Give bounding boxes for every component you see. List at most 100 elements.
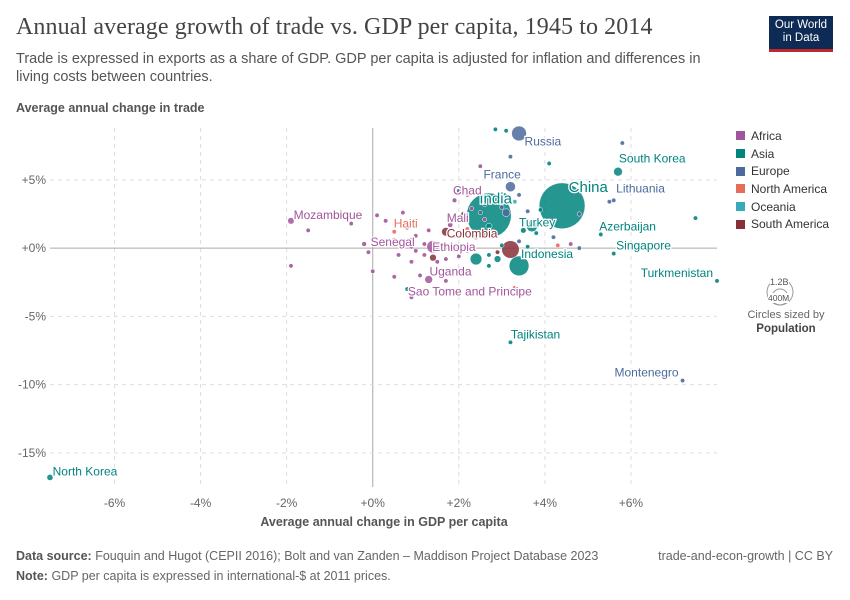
point-china[interactable] xyxy=(538,182,586,230)
data-point[interactable] xyxy=(551,234,556,240)
point-haiti[interactable] xyxy=(391,229,397,235)
legend-item-africa[interactable]: Africa xyxy=(736,127,829,145)
data-point[interactable] xyxy=(482,217,488,222)
data-point[interactable] xyxy=(404,286,410,292)
data-point[interactable] xyxy=(421,241,427,247)
point-india[interactable] xyxy=(466,192,512,238)
data-point[interactable] xyxy=(374,212,380,218)
data-point[interactable] xyxy=(443,256,449,262)
data-point[interactable] xyxy=(365,249,371,255)
data-point[interactable] xyxy=(409,259,414,265)
data-point[interactable] xyxy=(426,227,432,233)
data-point[interactable] xyxy=(507,154,513,160)
data-point[interactable] xyxy=(469,206,475,211)
data-point[interactable] xyxy=(619,140,625,146)
point-indonesia[interactable] xyxy=(508,255,530,277)
data-point[interactable] xyxy=(456,188,462,194)
data-point[interactable] xyxy=(417,272,423,278)
data-point[interactable] xyxy=(469,252,483,266)
point-chad[interactable] xyxy=(451,197,458,203)
data-point[interactable] xyxy=(525,208,531,214)
data-point[interactable] xyxy=(606,199,612,205)
data-point[interactable] xyxy=(464,248,470,254)
data-point[interactable] xyxy=(555,242,561,248)
data-point[interactable] xyxy=(486,252,492,258)
point-south-korea[interactable] xyxy=(613,167,623,177)
data-point[interactable] xyxy=(499,204,505,210)
data-point[interactable] xyxy=(434,270,440,276)
data-point[interactable] xyxy=(500,192,508,200)
license-link[interactable]: trade-and-econ-growth | CC BY xyxy=(658,549,833,563)
data-point[interactable] xyxy=(452,233,457,239)
data-point[interactable] xyxy=(563,253,569,259)
data-point[interactable] xyxy=(464,226,470,232)
point-sao-tome-and-principe[interactable] xyxy=(409,294,414,300)
data-point[interactable] xyxy=(305,227,311,233)
data-point[interactable] xyxy=(404,225,410,231)
data-point[interactable] xyxy=(482,201,488,207)
data-point[interactable] xyxy=(499,242,505,248)
data-point[interactable] xyxy=(516,238,522,244)
point-turkmenistan[interactable] xyxy=(714,278,720,284)
owid-logo[interactable]: Our World in Data xyxy=(769,16,833,52)
data-point[interactable] xyxy=(546,161,552,166)
data-point[interactable] xyxy=(495,249,500,255)
data-point[interactable] xyxy=(413,233,419,239)
point-senegal[interactable] xyxy=(361,241,367,247)
data-point[interactable] xyxy=(464,192,470,198)
legend-item-north-america[interactable]: North America xyxy=(736,180,829,198)
data-point[interactable] xyxy=(693,215,698,221)
data-point[interactable] xyxy=(492,126,498,132)
data-point[interactable] xyxy=(288,263,294,269)
data-point[interactable] xyxy=(409,237,414,243)
data-point[interactable] xyxy=(421,252,427,258)
data-point[interactable] xyxy=(576,211,582,217)
source-text[interactable]: Fouquin and Hugot (CEPII 2016); Bolt and… xyxy=(95,549,599,563)
data-point[interactable] xyxy=(370,268,376,274)
data-point[interactable] xyxy=(568,241,574,247)
data-point[interactable] xyxy=(396,252,402,258)
data-point[interactable] xyxy=(533,230,539,236)
data-point[interactable] xyxy=(409,244,414,250)
legend-item-asia[interactable]: Asia xyxy=(736,145,829,163)
point-colombia[interactable] xyxy=(441,227,451,237)
point-uganda[interactable] xyxy=(424,275,433,284)
data-point[interactable] xyxy=(460,268,466,274)
data-point[interactable] xyxy=(391,274,397,280)
data-point[interactable] xyxy=(503,128,509,134)
point-azerbaijan[interactable] xyxy=(598,232,604,237)
data-point[interactable] xyxy=(512,199,518,205)
data-point[interactable] xyxy=(542,218,548,224)
data-point[interactable] xyxy=(413,248,419,254)
point-lithuania[interactable] xyxy=(611,197,617,203)
data-point[interactable] xyxy=(391,237,397,243)
data-point[interactable] xyxy=(512,285,518,291)
point-montenegro[interactable] xyxy=(680,378,686,383)
data-points[interactable] xyxy=(46,125,720,481)
legend-item-oceania[interactable]: Oceania xyxy=(736,198,829,216)
data-point[interactable] xyxy=(485,222,493,230)
data-point[interactable] xyxy=(516,192,522,198)
region-legend[interactable]: Africa Asia Europe North America Oceania Sout… xyxy=(736,127,829,233)
data-point[interactable] xyxy=(460,211,466,217)
point-france[interactable] xyxy=(505,181,516,192)
data-point[interactable] xyxy=(525,244,531,250)
data-point[interactable] xyxy=(348,221,354,227)
data-point[interactable] xyxy=(490,229,496,235)
data-point[interactable] xyxy=(429,254,437,262)
data-point[interactable] xyxy=(493,255,502,263)
data-point[interactable] xyxy=(501,208,511,217)
data-point[interactable] xyxy=(520,227,527,234)
data-point[interactable] xyxy=(400,210,406,216)
data-point[interactable] xyxy=(576,245,582,251)
point-tajikistan[interactable] xyxy=(507,339,513,345)
data-point[interactable] xyxy=(477,163,483,169)
legend-item-europe[interactable]: Europe xyxy=(736,162,829,180)
data-point[interactable] xyxy=(473,234,479,240)
data-point[interactable] xyxy=(538,207,544,213)
data-point[interactable] xyxy=(383,218,389,224)
point-mozambique[interactable] xyxy=(287,217,295,225)
data-point[interactable] xyxy=(443,278,449,284)
point-turkey[interactable] xyxy=(526,220,538,233)
